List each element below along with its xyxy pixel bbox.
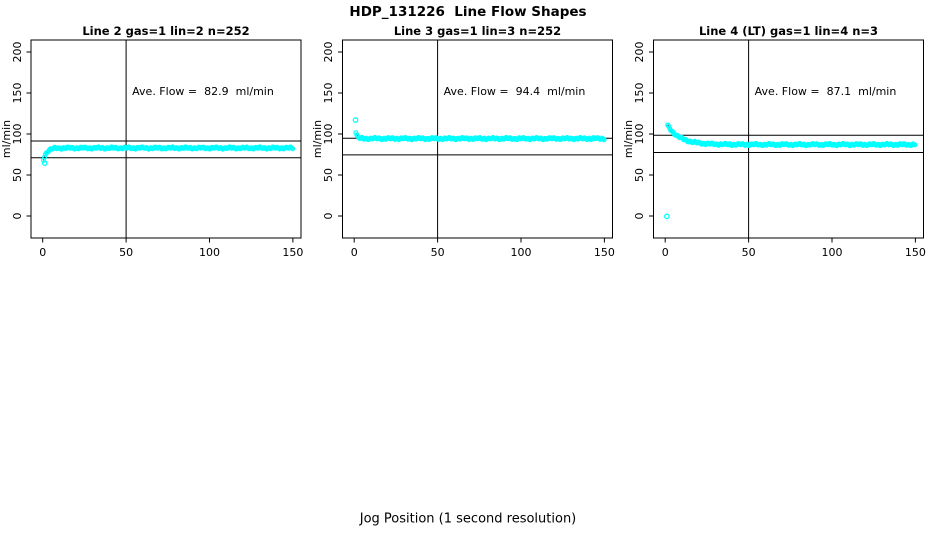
panel-title: Line 3 gas=1 lin=3 n=252	[393, 24, 562, 38]
x-tick-label: 0	[350, 246, 358, 259]
x-tick-label: 50	[741, 246, 756, 259]
data-series-points	[40, 144, 296, 163]
x-tick-label: 50	[119, 246, 134, 259]
x-tick-label: 100	[821, 246, 843, 259]
y-tick-label: 200	[322, 41, 335, 63]
y-tick-label: 50	[10, 168, 24, 182]
ave-flow-annotation: Ave. Flow = 82.9 ml/min	[132, 85, 274, 98]
panel-title: Line 4 (LT) gas=1 lin=4 n=3	[698, 24, 879, 38]
outlier-point	[352, 117, 359, 123]
outlier-point	[41, 160, 48, 166]
y-tick-label: 150	[633, 82, 646, 104]
ave-flow-annotation: Ave. Flow = 94.4 ml/min	[443, 85, 586, 98]
y-axis-title: ml/min	[311, 119, 324, 159]
main-title: HDP_131226 Line Flow Shapes	[349, 4, 587, 20]
x-tick-label: 100	[199, 246, 220, 259]
y-tick-label: 150	[10, 82, 24, 104]
y-axis-title: ml/min	[622, 119, 635, 159]
x-tick-label: 100	[510, 246, 532, 259]
x-tick-label: 0	[39, 246, 47, 259]
ave-flow-annotation: Ave. Flow = 87.1 ml/min	[754, 85, 897, 98]
y-tick-label: 0	[322, 212, 335, 220]
x-tick-label: 150	[904, 246, 926, 259]
x-axis-title: Jog Position (1 second resolution)	[359, 511, 577, 527]
panel-box	[30, 39, 302, 239]
outlier-point	[664, 213, 670, 220]
y-axis-title: ml/min	[0, 119, 13, 159]
panel-title: Line 2 gas=1 lin=2 n=252	[82, 24, 250, 38]
x-tick-label: 50	[430, 246, 445, 259]
panel-box	[342, 39, 613, 239]
y-tick-label: 200	[633, 41, 646, 63]
y-tick-label: 100	[633, 123, 646, 145]
y-tick-label: 50	[633, 168, 646, 182]
x-tick-label: 0	[661, 246, 669, 259]
panel-box	[653, 39, 924, 239]
y-tick-label: 0	[633, 212, 646, 220]
y-tick-label: 100	[322, 123, 335, 145]
data-series-points	[353, 130, 607, 143]
x-tick-label: 150	[282, 246, 304, 259]
x-tick-label: 150	[593, 246, 615, 259]
y-tick-label: 200	[10, 41, 24, 63]
y-tick-label: 50	[322, 168, 335, 182]
data-series-points	[665, 122, 918, 149]
y-tick-label: 100	[10, 123, 24, 145]
y-tick-label: 0	[10, 212, 24, 220]
y-tick-label: 150	[322, 82, 335, 104]
